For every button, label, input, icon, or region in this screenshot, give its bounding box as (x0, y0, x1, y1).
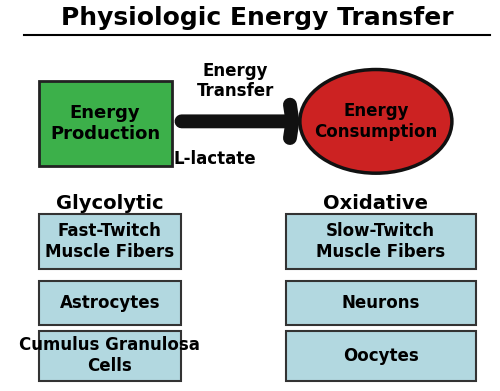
Text: Neurons: Neurons (342, 294, 420, 312)
FancyBboxPatch shape (286, 331, 476, 380)
Text: Oxidative: Oxidative (324, 194, 428, 213)
Text: Fast-Twitch
Muscle Fibers: Fast-Twitch Muscle Fibers (46, 222, 174, 261)
Text: Astrocytes: Astrocytes (60, 294, 160, 312)
Text: Oocytes: Oocytes (343, 346, 418, 364)
FancyBboxPatch shape (38, 81, 172, 165)
FancyBboxPatch shape (286, 213, 476, 269)
Text: Energy
Transfer: Energy Transfer (197, 62, 274, 100)
FancyBboxPatch shape (38, 331, 181, 380)
FancyBboxPatch shape (38, 281, 181, 325)
Text: Cumulus Granulosa
Cells: Cumulus Granulosa Cells (20, 336, 201, 375)
Text: Slow-Twitch
Muscle Fibers: Slow-Twitch Muscle Fibers (316, 222, 445, 261)
Text: Physiologic Energy Transfer: Physiologic Energy Transfer (61, 6, 454, 30)
Text: Glycolytic: Glycolytic (56, 194, 164, 213)
FancyBboxPatch shape (286, 281, 476, 325)
Text: Energy
Production: Energy Production (50, 104, 160, 143)
Ellipse shape (300, 70, 452, 173)
Text: Energy
Consumption: Energy Consumption (314, 102, 438, 141)
Text: L-lactate: L-lactate (173, 150, 256, 168)
FancyBboxPatch shape (38, 213, 181, 269)
